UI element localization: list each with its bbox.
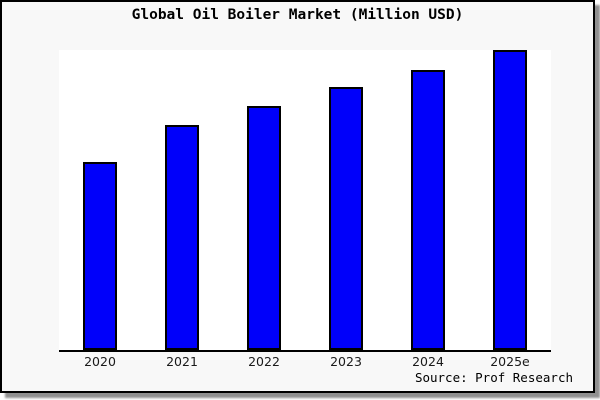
bar-slot-2024: [387, 50, 469, 350]
chart-title: Global Oil Boiler Market (Million USD): [131, 7, 464, 23]
x-axis-tick-labels: 2020 2021 2022 2023 2024 2025e: [59, 354, 551, 369]
bar-2023: [329, 86, 363, 350]
x-tick-label-2021: 2021: [166, 354, 198, 369]
x-axis-line: [59, 350, 551, 352]
bar-2022: [247, 106, 281, 350]
bar-2024: [411, 70, 445, 350]
bar-slot-2021: [141, 50, 223, 350]
bar-slot-2025e: [469, 50, 551, 350]
plot-area: [59, 50, 551, 350]
bar-slot-2022: [223, 50, 305, 350]
bar-2021: [165, 125, 199, 350]
x-tick-label-2023: 2023: [330, 354, 362, 369]
bar-slot-2023: [305, 50, 387, 350]
bar-slot-2020: [59, 50, 141, 350]
x-tick-label-2020: 2020: [84, 354, 116, 369]
bar-2020: [83, 161, 117, 350]
chart-canvas: Global Oil Boiler Market (Million USD) 2…: [0, 0, 595, 393]
x-tick-label-2022: 2022: [248, 354, 280, 369]
x-tick-label-2025e: 2025e: [490, 354, 530, 369]
source-note: Source: Prof Research: [414, 370, 573, 385]
bar-2025e: [493, 50, 527, 350]
x-tick-label-2024: 2024: [412, 354, 444, 369]
